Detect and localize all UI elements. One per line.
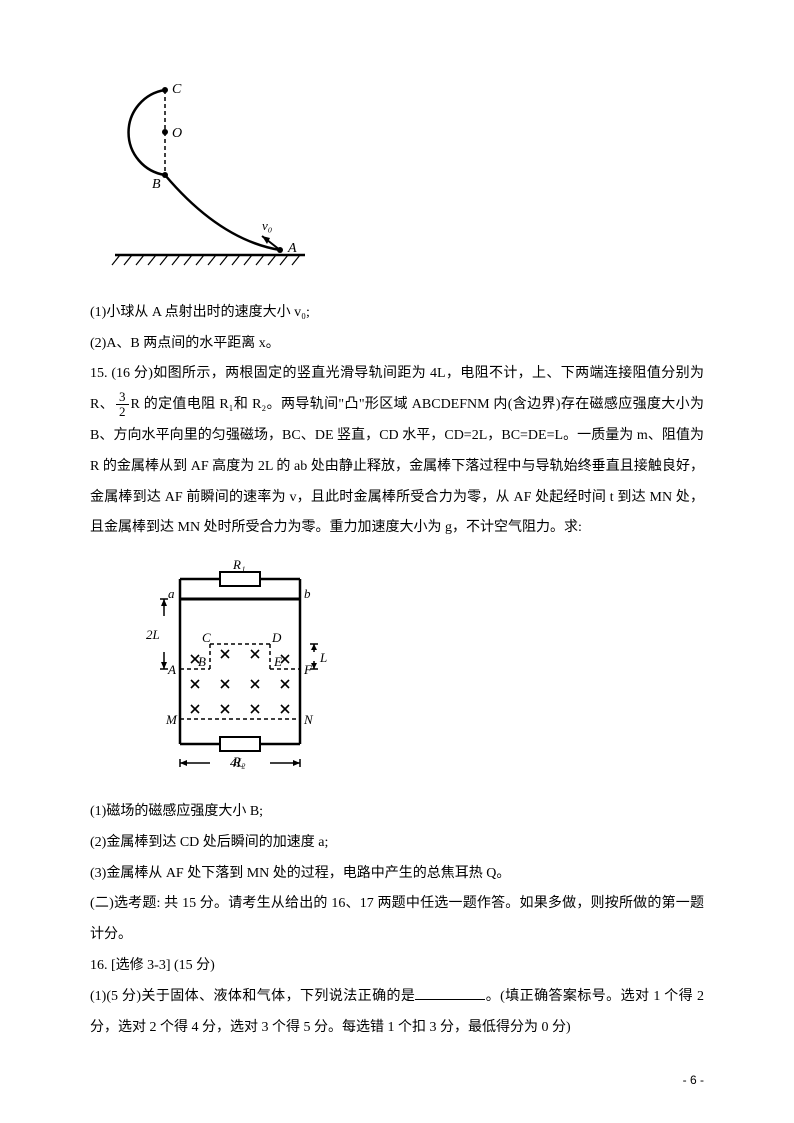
q14-sub2: (2)A、B 两点间的水平距离 x。 xyxy=(90,329,704,360)
label-b: b xyxy=(304,586,311,601)
label-F: F xyxy=(303,662,313,677)
label-R1: R₁ xyxy=(232,557,245,572)
label-A: A xyxy=(287,241,297,256)
label-B: B xyxy=(152,177,161,192)
q16-line1: (1)(5 分)关于固体、液体和气体，下列说法正确的是。(填正确答案标号。选对 … xyxy=(90,982,704,1044)
frac-den: 2 xyxy=(116,405,129,419)
figure-2-svg: R₁ R₂ a b C D B E A F M N 2L L 4L xyxy=(140,554,340,774)
figure-2: R₁ R₂ a b C D B E A F M N 2L L 4L xyxy=(140,554,704,787)
figure-1-svg: C O B A v₀ xyxy=(110,80,310,275)
fraction-3-2: 32 xyxy=(116,390,129,420)
label-Aa: A xyxy=(167,662,176,677)
q15-intro-mid: R 的定值电阻 R₁和 R₂。两导轨间"凸"形区域 ABCDEFNM 内(含边界… xyxy=(90,397,704,535)
label-L: L xyxy=(319,650,327,665)
q15-sub2: (2)金属棒到达 CD 处后瞬间的加速度 a; xyxy=(90,828,704,859)
figure-1: C O B A v₀ xyxy=(110,80,704,288)
q16-line1a: (1)(5 分)关于固体、液体和气体，下列说法正确的是 xyxy=(90,989,415,1004)
label-D: D xyxy=(271,630,282,645)
label-2L: 2L xyxy=(146,627,160,642)
q14-sub1: (1)小球从 A 点射出时的速度大小 v₀; xyxy=(90,298,704,329)
page-number: - 6 - xyxy=(683,1067,704,1093)
q15-sub3: (3)金属棒从 AF 处下落到 MN 处的过程，电路中产生的总焦耳热 Q。 xyxy=(90,859,704,890)
label-N: N xyxy=(303,712,314,727)
answer-blank xyxy=(415,986,485,1000)
label-E: E xyxy=(273,654,282,669)
q16-header: 16. [选修 3-3] (15 分) xyxy=(90,951,704,982)
label-a: a xyxy=(168,586,175,601)
q15-intro: 15. (16 分)如图所示，两根固定的竖直光滑导轨间距为 4L，电阻不计，上、… xyxy=(90,359,704,544)
label-v0: v₀ xyxy=(262,218,272,233)
label-C: C xyxy=(172,82,182,97)
section2-text: (二)选考题: 共 15 分。请考生从给出的 16、17 两题中任选一题作答。如… xyxy=(90,889,704,951)
q15-sub1: (1)磁场的磁感应强度大小 B; xyxy=(90,797,704,828)
frac-num: 3 xyxy=(116,390,129,405)
label-4L: 4L xyxy=(230,755,244,770)
label-Cc: C xyxy=(202,630,211,645)
label-Bb: B xyxy=(198,654,206,669)
label-O: O xyxy=(172,126,182,141)
label-M: M xyxy=(165,712,178,727)
